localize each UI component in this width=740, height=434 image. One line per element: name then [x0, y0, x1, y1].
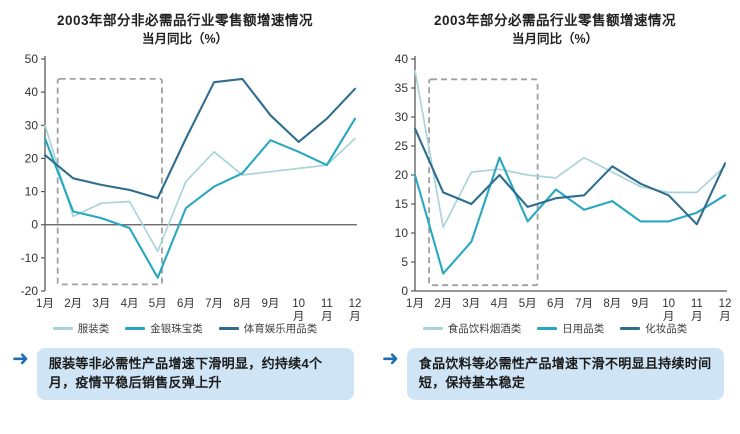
x-axis-label: 3月 [462, 298, 480, 310]
x-axis-label: 1月 [406, 298, 424, 310]
note-essentials: ➜ 食品饮料等必需性产品增速下滑不明显且持续时间短，保持基本稳定 [370, 347, 740, 400]
x-axis-label: 7月 [205, 298, 223, 310]
legend-swatch [422, 327, 443, 330]
x-axis-label: 3月 [92, 298, 110, 310]
note-non-essentials: ➜ 服装等非必需性产品增速下滑明显，约持续4个月，疫情平稳后销售反弹上升 [0, 347, 370, 400]
x-axis-label: 5月 [149, 298, 167, 310]
x-axis-label: 10 月 [292, 298, 305, 323]
x-axis-label: 4月 [121, 298, 139, 310]
y-axis-label: 30 [25, 118, 39, 132]
y-axis-label: 25 [395, 139, 409, 153]
y-axis-label: -20 [21, 284, 39, 298]
y-axis-label: 40 [25, 85, 39, 99]
x-axis-label: 5月 [519, 298, 537, 310]
y-axis-label: 15 [395, 197, 409, 211]
y-axis-label: 50 [25, 52, 39, 66]
note-text: 服装等非必需性产品增速下滑明显，约持续4个月，疫情平稳后销售反弹上升 [36, 348, 354, 400]
legend-label: 体育娱乐用品类 [243, 323, 318, 335]
chart-title: 2003年部分必需品行业零售额增速情况 [433, 13, 677, 28]
legend-swatch [620, 327, 641, 330]
series-line-2 [413, 127, 727, 226]
x-axis-label: 11 月 [321, 298, 333, 323]
legend-item-2: 体育娱乐用品类 [218, 321, 318, 336]
legend-swatch [537, 327, 558, 330]
x-axis-label: 1月 [36, 298, 54, 310]
y-axis-label: 0 [401, 284, 408, 298]
highlight-dashed-box [56, 77, 163, 286]
series-line-0 [44, 124, 356, 253]
x-axis-label: 9月 [262, 298, 280, 310]
legend-label: 食品饮料烟酒类 [447, 323, 522, 335]
series-line-0 [414, 69, 726, 229]
legend-item-1: 金银珠宝类 [125, 321, 203, 336]
arrow-right-icon: ➜ [12, 347, 29, 371]
y-axis-label: 5 [401, 255, 408, 269]
legend-label: 金银珠宝类 [150, 323, 203, 335]
legend-label: 日用品类 [562, 323, 605, 335]
x-axis-label: 2月 [64, 298, 82, 310]
series-line-1 [43, 117, 357, 279]
y-axis-label: 20 [25, 151, 39, 165]
chart-legend: 服装类 金银珠宝类 体育娱乐用品类 [0, 321, 370, 336]
series-line-2 [43, 77, 357, 200]
y-axis-label: 10 [395, 226, 409, 240]
legend-item-2: 化妆品类 [620, 321, 687, 336]
legend-label: 化妆品类 [645, 323, 688, 335]
charts-row: 2003年部分非必需品行业零售额增速情况 当月同比（%） 50 40 30 20 10 0… [0, 12, 740, 336]
highlight-dashed-box [428, 78, 539, 287]
legend-item-0: 服装类 [52, 321, 110, 336]
y-axis-label: 0 [31, 218, 38, 232]
x-axis-label: 6月 [177, 298, 195, 310]
chart-canvas-container: 50 40 30 20 10 0 -10 -20 1月 2月 3月 4月 5月 6月 7月 8月 9月 10 月 11… [0, 49, 370, 327]
chart-title: 2003年部分非必需品行业零售额增速情况 [56, 13, 314, 28]
notes-row: ➜ 服装等非必需性产品增速下滑明显，约持续4个月，疫情平稳后销售反弹上升 ➜ 食… [0, 347, 740, 400]
x-axis-label: 2月 [434, 298, 452, 310]
y-axis-label: 20 [395, 168, 409, 182]
x-axis-label: 12 月 [349, 298, 361, 323]
chart-panel-essentials: 2003年部分必需品行业零售额增速情况 当月同比（%） 40 35 30 25 20 15… [370, 12, 740, 336]
chart-legend: 食品饮料烟酒类 日用品类 化妆品类 [370, 321, 740, 336]
x-axis-label: 9月 [632, 298, 650, 310]
legend-item-0: 食品饮料烟酒类 [422, 321, 522, 336]
chart-subtitle: 当月同比（%） [141, 32, 229, 46]
x-axis-label: 8月 [603, 298, 621, 310]
x-axis-label: 11 月 [691, 298, 703, 323]
y-axis-label: 35 [395, 81, 409, 95]
note-text: 食品饮料等必需性产品增速下滑不明显且持续时间短，保持基本稳定 [406, 348, 724, 400]
chart-canvas: 40 35 30 25 20 15 10 5 01月 2月 3月 4月 5月 6月 7月 8月 9月 10 月 11 月… [395, 52, 731, 323]
arrow-right-icon: ➜ [382, 347, 399, 371]
y-axis-label: -10 [21, 251, 39, 265]
x-axis-label: 10 月 [662, 298, 675, 323]
legend-label: 服装类 [77, 323, 110, 335]
x-axis-label: 7月 [575, 298, 593, 310]
x-axis-label: 4月 [491, 298, 509, 310]
legend-swatch [218, 327, 239, 330]
y-axis-label: 10 [25, 185, 39, 199]
legend-swatch [125, 327, 146, 330]
legend-swatch [52, 327, 73, 330]
legend-item-1: 日用品类 [537, 321, 604, 336]
chart-panel-non-essentials: 2003年部分非必需品行业零售额增速情况 当月同比（%） 50 40 30 20 10 0… [0, 12, 370, 336]
x-axis-label: 12 月 [719, 298, 731, 323]
series-line-1 [413, 156, 727, 275]
x-axis-label: 8月 [233, 298, 251, 310]
y-axis-label: 30 [395, 110, 409, 124]
chart-canvas-container: 40 35 30 25 20 15 10 5 0 1月 2月 3月 4月 5月 6月 7月 8月 9月 10 月 11 月… [370, 49, 740, 327]
chart-subtitle: 当月同比（%） [511, 32, 599, 46]
x-axis-label: 6月 [547, 298, 565, 310]
y-axis-label: 40 [395, 52, 409, 66]
